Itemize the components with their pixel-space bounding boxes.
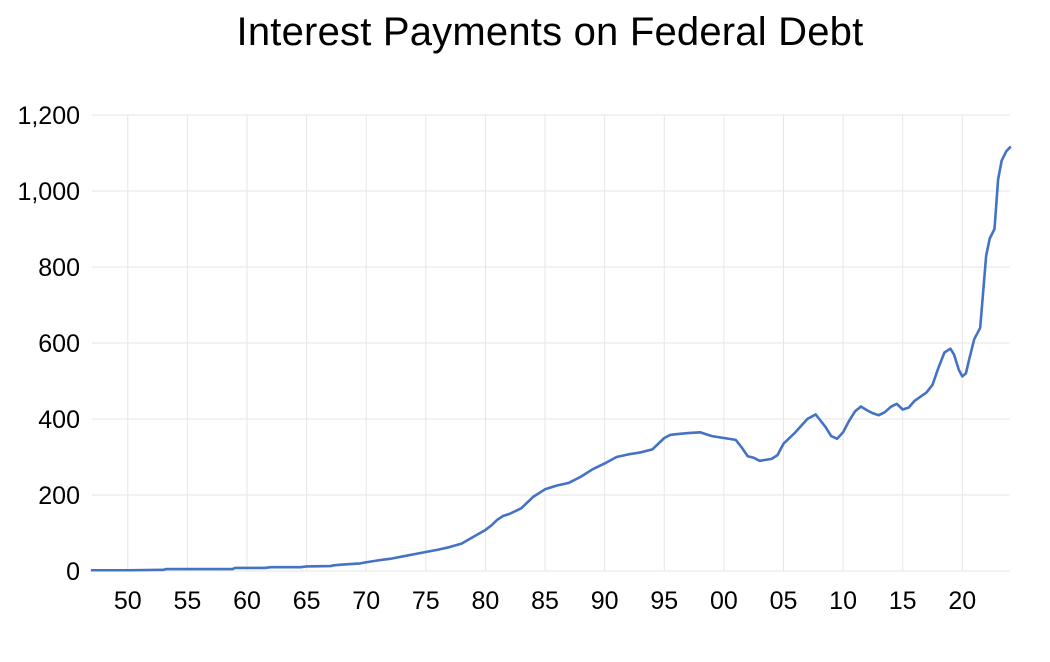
x-tick-label: 55 bbox=[173, 587, 201, 615]
y-tick-label: 800 bbox=[38, 254, 80, 282]
x-tick-label: 10 bbox=[829, 587, 857, 615]
x-tick-label: 80 bbox=[472, 587, 500, 615]
series-line bbox=[92, 147, 1010, 570]
y-tick-label: 0 bbox=[66, 558, 80, 586]
y-tick-label: 1,000 bbox=[17, 178, 80, 206]
y-tick-label: 1,200 bbox=[17, 102, 80, 130]
horizontal-gridlines bbox=[92, 115, 1010, 495]
x-tick-label: 75 bbox=[412, 587, 440, 615]
x-tick-label: 60 bbox=[233, 587, 261, 615]
y-axis: 0 200 400 600 800 1,000 1,200 bbox=[17, 102, 80, 586]
x-tick-label: 70 bbox=[352, 587, 380, 615]
x-tick-label: 95 bbox=[650, 587, 678, 615]
x-tick-label: 15 bbox=[889, 587, 917, 615]
x-tick-label: 00 bbox=[710, 587, 738, 615]
x-tick-label: 90 bbox=[591, 587, 619, 615]
y-tick-label: 600 bbox=[38, 330, 80, 358]
x-tick-label: 85 bbox=[531, 587, 559, 615]
y-tick-label: 200 bbox=[38, 482, 80, 510]
x-tick-label: 50 bbox=[114, 587, 142, 615]
x-axis: 50 55 60 65 70 75 80 85 90 95 00 05 10 15 20 bbox=[92, 571, 1010, 615]
y-tick-label: 400 bbox=[38, 406, 80, 434]
x-tick-label: 65 bbox=[293, 587, 321, 615]
series-group bbox=[92, 147, 1010, 570]
x-tick-label: 20 bbox=[948, 587, 976, 615]
x-tick-label: 05 bbox=[770, 587, 798, 615]
